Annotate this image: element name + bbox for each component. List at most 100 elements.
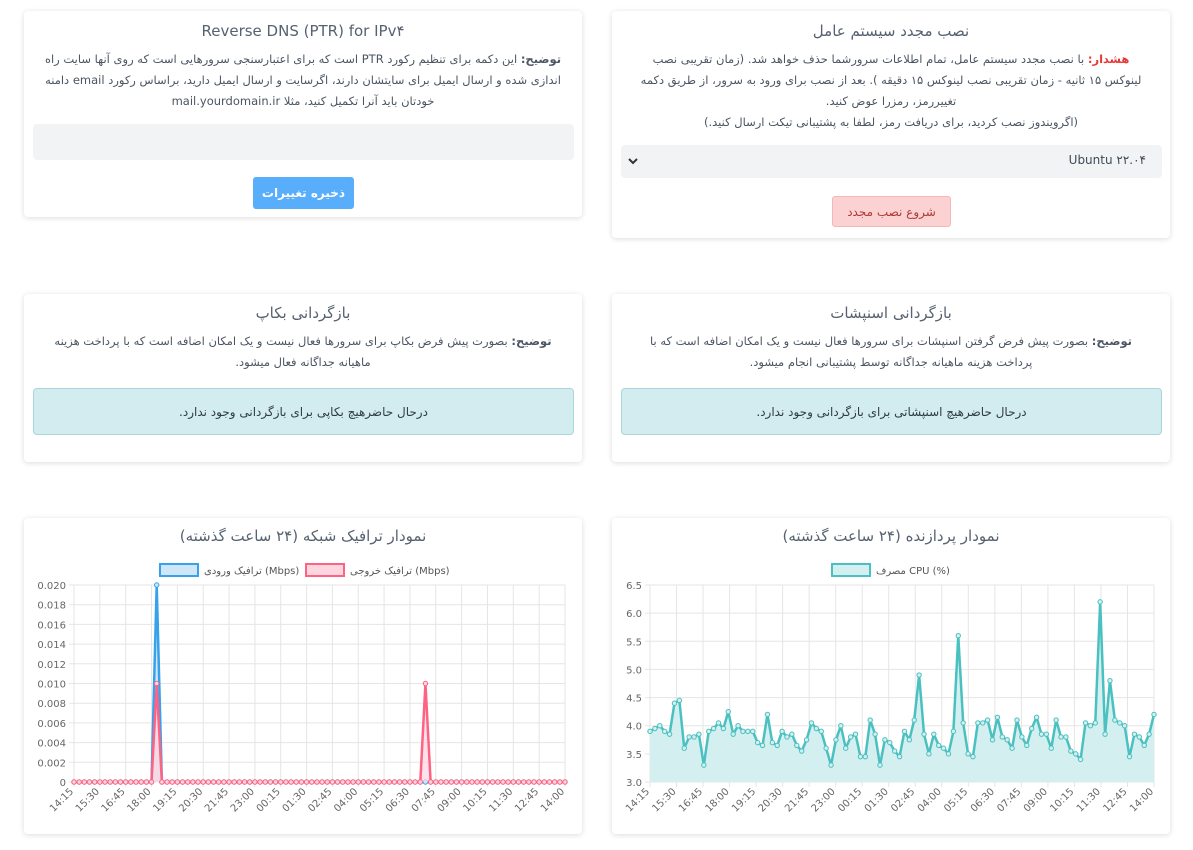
x-tick-label: 15:30: [74, 786, 102, 814]
data-point: [174, 779, 181, 785]
data-point: [931, 731, 937, 737]
data-point: [735, 723, 741, 729]
ptr-input[interactable]: [33, 124, 574, 160]
data-point: [381, 779, 387, 785]
data-point: [745, 728, 751, 735]
data-point: [190, 779, 196, 785]
warning-label: هشدار:: [1087, 52, 1130, 66]
data-point: [438, 779, 444, 785]
data-point: [867, 717, 873, 723]
y-tick-label: 0.018: [37, 601, 66, 612]
data-point: [794, 742, 800, 749]
snapshot-empty-alert: درحال حاضرهیچ اسنپشاتی برای بازگردانی وج…: [621, 388, 1162, 435]
data-point: [877, 762, 883, 768]
data-point: [479, 779, 486, 785]
x-tick-label: 16:45: [100, 786, 128, 814]
data-point: [657, 723, 663, 729]
y-tick-label: 0.014: [37, 640, 66, 651]
data-point: [1058, 734, 1064, 740]
data-point: [562, 779, 568, 785]
data-point: [862, 753, 869, 760]
os-select[interactable]: Ubuntu ۲۲.۰۴: [621, 145, 1162, 178]
x-tick-label: 11:30: [1075, 786, 1103, 814]
data-point: [551, 779, 558, 785]
x-tick-label: 00:15: [255, 786, 283, 814]
data-point: [216, 779, 222, 785]
y-tick-label: 0.006: [37, 719, 66, 730]
data-point: [696, 731, 702, 737]
data-point: [838, 723, 844, 729]
series-area-1: [74, 683, 565, 782]
data-point: [847, 734, 854, 740]
data-point: [391, 779, 398, 785]
data-point: [1102, 731, 1108, 737]
x-tick-label: 04:00: [916, 786, 944, 814]
data-point: [803, 737, 810, 743]
x-tick-label: 02:45: [889, 786, 917, 814]
data-point: [278, 779, 284, 785]
data-point: [422, 680, 429, 687]
series-line-1: [74, 682, 565, 784]
save-changes-button[interactable]: ذخیره تغییرات: [253, 177, 354, 209]
data-point: [1092, 720, 1098, 726]
y-tick-label: 4.0: [626, 722, 642, 733]
data-point: [396, 779, 403, 785]
data-point: [789, 731, 795, 737]
data-point: [526, 779, 532, 785]
data-point: [994, 714, 1001, 720]
data-point: [1087, 723, 1094, 729]
x-tick-label: 16:45: [677, 786, 705, 814]
data-point: [536, 779, 542, 785]
data-point: [205, 779, 212, 785]
x-tick-label: 06:30: [969, 786, 997, 814]
x-tick-label: 20:30: [177, 786, 205, 814]
data-point: [226, 779, 232, 785]
data-point: [891, 748, 898, 754]
data-point: [71, 779, 77, 785]
data-point: [334, 779, 341, 785]
data-point: [252, 779, 258, 785]
data-point: [128, 779, 134, 785]
data-point: [122, 779, 129, 785]
data-point: [148, 779, 155, 785]
data-point: [852, 731, 859, 737]
legend-label-0: مصرف CPU (%): [876, 566, 950, 577]
x-tick-label: 07:45: [410, 786, 438, 814]
data-point: [169, 779, 175, 785]
data-point: [117, 779, 124, 785]
data-point: [138, 779, 144, 785]
x-tick-label: 21:45: [783, 786, 811, 814]
data-point: [185, 779, 191, 785]
y-tick-label: 0.016: [37, 620, 66, 631]
data-point: [1009, 745, 1015, 751]
data-point: [107, 779, 113, 785]
data-point: [319, 779, 325, 785]
data-point: [857, 753, 864, 760]
y-tick-label: 0.020: [37, 581, 66, 592]
data-point: [887, 739, 893, 746]
x-tick-label: 11:30: [487, 786, 515, 814]
snapshot-restore-card: بازگردانی اسنپشات توضیح: بصورت پیش فرض گ…: [612, 294, 1170, 462]
data-point: [676, 697, 683, 704]
cpu-chart-title: نمودار پردازنده (۲۴ ساعت گذشته): [782, 527, 1000, 545]
data-point: [469, 779, 475, 785]
data-point: [906, 737, 913, 743]
data-point: [376, 779, 382, 785]
data-point: [1019, 734, 1025, 740]
data-point: [453, 779, 460, 785]
data-point: [433, 779, 439, 785]
data-point: [710, 725, 717, 732]
data-point: [725, 708, 731, 715]
x-tick-label: 12:45: [513, 786, 541, 814]
backup-title: بازگردانی بکاپ: [255, 304, 351, 322]
snapshot-description: توضیح: بصورت پیش فرض گرفتن اسنپشات برای …: [649, 334, 1133, 369]
start-reinstall-button[interactable]: شروع نصب مجدد: [832, 196, 951, 227]
data-point: [221, 779, 227, 785]
data-point: [448, 779, 454, 785]
data-point: [1131, 731, 1138, 737]
data-point: [153, 680, 160, 687]
data-point: [1028, 725, 1035, 732]
reinstall-os-description: هشدار: با نصب مجدد سیستم عامل، تمام اطلا…: [640, 52, 1142, 129]
data-point: [1112, 717, 1118, 723]
data-point: [371, 779, 377, 785]
